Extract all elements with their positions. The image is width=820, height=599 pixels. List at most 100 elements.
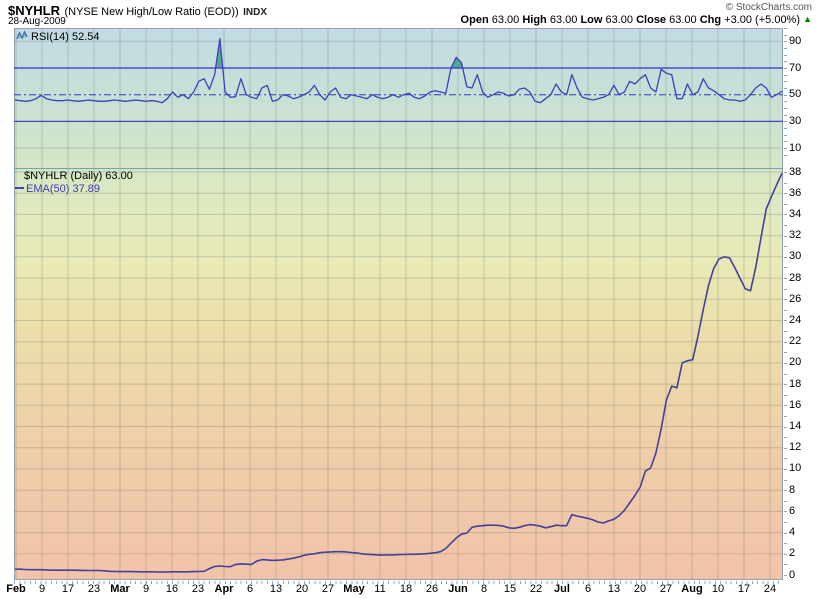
price-y-tick [784,172,787,173]
price-y-tick [784,267,787,268]
change-label: Chg [699,14,722,26]
x-axis-label: 24 [763,583,777,595]
rsi-y-tick [784,81,787,82]
rsi-y-tick [784,68,787,69]
x-axis-label: 6 [246,583,254,595]
ema-line [15,172,783,573]
price-y-tick [784,257,787,258]
x-axis-label: 16 [165,583,179,595]
change-up-icon: ▲ [803,14,812,24]
rsi-y-tick [784,101,787,102]
rsi-y-axis-label: 90 [789,35,802,47]
price-y-tick [784,501,787,502]
price-y-tick [784,543,787,544]
price-y-tick [784,310,787,311]
rsi-y-tick [784,141,787,142]
rsi-y-axis-label: 30 [789,115,802,127]
x-axis-label: 13 [269,583,283,595]
price-y-tick [784,522,787,523]
price-y-tick [784,320,787,321]
x-axis-label: Apr [214,583,234,595]
price-y-tick [784,564,787,565]
high-label: High [522,14,547,26]
price-y-axis-label: 16 [789,399,802,411]
price-y-tick [784,193,787,194]
rsi-y-tick [784,35,787,36]
price-legend: $NYHLR (Daily) 63.00 [24,170,133,182]
rsi-y-tick [784,95,787,96]
rsi-y-tick [784,28,787,29]
x-axis-label: 22 [529,583,543,595]
symbol-name: (NYSE New High/Low Ratio (EOD)) [64,6,239,18]
price-y-axis-label: 14 [789,420,802,432]
price-y-axis-label: 2 [789,547,796,559]
x-axis-label: Feb [6,583,26,595]
price-y-tick [784,554,787,555]
x-axis-label: 20 [295,583,309,595]
x-axis-label: 17 [61,583,75,595]
exchange-label: INDX [243,7,268,18]
price-y-tick [784,405,787,406]
price-y-axis-label: 36 [789,187,802,199]
price-y-tick [784,480,787,481]
indicator-icon [16,30,28,40]
x-axis-label: 20 [633,583,647,595]
price-y-axis-label: 0 [789,569,796,581]
price-y-tick [784,236,787,237]
rsi-y-tick [784,41,787,42]
x-axis-label: 11 [374,583,386,595]
price-y-tick [784,331,787,332]
low-label: Low [580,14,603,26]
x-axis-label: 17 [737,583,751,595]
price-y-tick [784,395,787,396]
x-axis-label: 18 [399,583,413,595]
change-value: +3.00 (+5.00%) [724,14,801,26]
rsi-y-axis-label: 50 [789,88,802,100]
rsi-y-tick [784,115,787,116]
x-axis-label: 23 [191,583,205,595]
price-y-tick [784,469,787,470]
price-y-axis-label: 32 [789,229,802,241]
x-axis-label: 13 [607,583,621,595]
price-y-axis-label: 8 [789,484,796,496]
rsi-y-axis-label: 10 [789,142,802,154]
chart-date: 28-Aug-2009 [8,16,66,27]
ema-legend: EMA(50) 37.89 [15,183,100,195]
price-y-axis-label: 20 [789,356,802,368]
price-y-axis-label: 6 [789,505,796,517]
price-y-axis-label: 34 [789,208,802,220]
x-axis-label: 10 [711,583,725,595]
x-axis-ticks [14,581,783,584]
x-axis-label: Jul [554,583,570,595]
price-y-tick [784,458,787,459]
price-chart [14,168,783,580]
x-axis-label: 8 [480,583,488,595]
rsi-legend: RSI(14) 52.54 [16,30,99,43]
price-y-axis-label: 38 [789,166,802,178]
x-axis-label: Mar [110,583,130,595]
rsi-y-tick [784,75,787,76]
rsi-legend-label: RSI(14) 52.54 [31,31,100,43]
price-y-tick [784,289,787,290]
ohlc-quote: Open 63.00 High 63.00 Low 63.00 Close 63… [461,14,812,26]
price-y-tick [784,363,787,364]
price-y-tick [784,246,787,247]
price-y-tick [784,214,787,215]
price-y-tick [784,448,787,449]
price-y-tick [784,427,787,428]
x-axis-label: 26 [425,583,439,595]
x-axis-label: Jun [448,583,468,595]
price-y-axis-label: 26 [789,293,802,305]
open-label: Open [460,14,489,26]
price-y-tick [784,437,787,438]
x-axis-label: 6 [584,583,592,595]
price-y-axis-label: 28 [789,272,802,284]
price-y-tick [784,183,787,184]
price-y-tick [784,278,787,279]
rsi-chart [14,28,783,168]
high-value: 63.00 [549,14,578,26]
x-axis-label: 9 [142,583,150,595]
price-y-tick [784,225,787,226]
price-y-axis-label: 12 [789,441,802,453]
rsi-y-tick [784,135,787,136]
